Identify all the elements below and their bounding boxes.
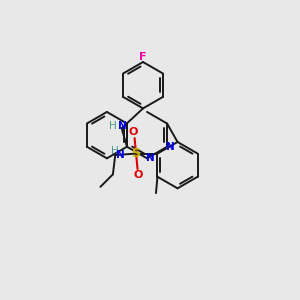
Text: N: N bbox=[146, 153, 155, 163]
Text: H: H bbox=[110, 121, 117, 131]
Text: F: F bbox=[139, 52, 147, 62]
Text: H: H bbox=[111, 146, 119, 157]
Text: O: O bbox=[129, 128, 138, 137]
Text: O: O bbox=[134, 170, 143, 180]
Text: N: N bbox=[116, 150, 125, 160]
Text: S: S bbox=[132, 147, 141, 160]
Text: N: N bbox=[166, 142, 175, 152]
Text: N: N bbox=[118, 121, 126, 131]
